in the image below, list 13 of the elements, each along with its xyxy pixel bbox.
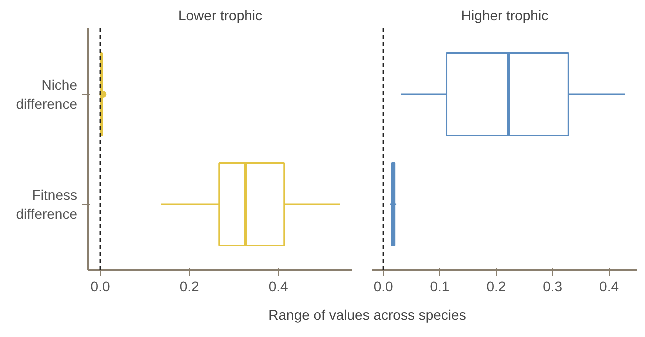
- y-tick-label: Fitness difference: [16, 186, 78, 222]
- x-axis-title: Range of values across species: [268, 306, 466, 325]
- x-tick-label: 0.2: [486, 278, 506, 294]
- x-tick-label: 0.0: [374, 278, 394, 294]
- x-tick-label: 0.4: [268, 278, 289, 294]
- x-tick-label: 0.1: [430, 278, 450, 294]
- chart-title: Lower trophic: [178, 8, 263, 24]
- y-tick-label: Niche difference: [16, 76, 78, 112]
- x-tick-label: 0.4: [600, 278, 620, 294]
- x-tick-label: 0.3: [543, 278, 563, 294]
- x-tick-label: 0.2: [180, 278, 200, 294]
- x-tick-label: 0.0: [90, 278, 110, 294]
- chart-title: Higher trophic: [461, 8, 549, 24]
